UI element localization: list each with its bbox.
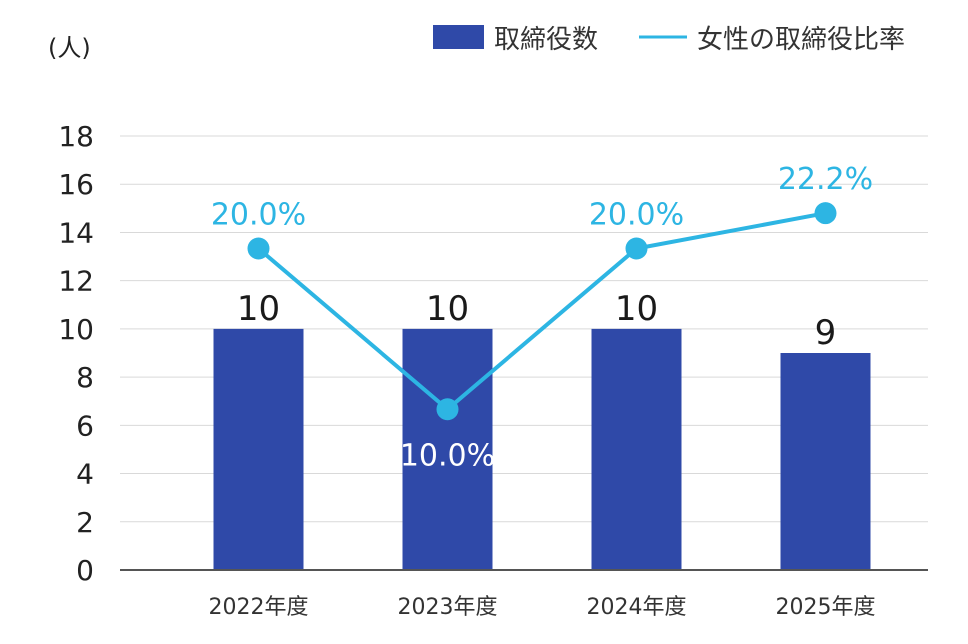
rate-point	[814, 202, 837, 225]
y-tick-label: 0	[76, 554, 94, 587]
rate-value-label: 20.0%	[589, 198, 684, 233]
bar	[213, 328, 304, 570]
legend-bar-swatch	[433, 25, 484, 49]
x-tick-label: 2022年度	[209, 595, 309, 620]
rate-value-label: 22.2%	[778, 162, 873, 197]
y-tick-label: 2	[76, 506, 94, 539]
bar-value-label: 10	[237, 289, 280, 329]
y-tick-label: 16	[58, 168, 94, 201]
bar-value-label: 10	[426, 289, 469, 329]
rate-value-label: 20.0%	[211, 198, 306, 233]
bar	[402, 328, 493, 570]
bar	[591, 328, 682, 570]
bar-value-labels: 10 10 10 9	[237, 289, 836, 353]
rate-series-line	[257, 211, 826, 412]
rate-point	[625, 237, 648, 260]
y-tick-label: 10	[58, 313, 94, 346]
legend-label-line: 女性の取締役比率	[697, 25, 905, 55]
rate-point	[436, 398, 459, 421]
bar-value-label: 10	[615, 289, 658, 329]
y-tick-label: 8	[76, 361, 94, 394]
bar-value-label: 9	[815, 313, 837, 353]
y-tick-label: 14	[58, 216, 94, 249]
y-tick-label: 6	[76, 409, 94, 442]
y-axis-unit-label: (人)	[48, 34, 91, 62]
bar	[780, 353, 871, 570]
x-tick-label: 2025年度	[776, 595, 876, 620]
rate-point	[247, 237, 270, 260]
legend: 取締役数 女性の取締役比率	[433, 25, 905, 55]
y-tick-label: 18	[58, 120, 94, 153]
rate-value-label: 10.0%	[400, 438, 495, 473]
legend-label-bars: 取締役数	[494, 25, 598, 55]
y-tick-label: 12	[58, 265, 94, 298]
x-tick-label: 2023年度	[398, 595, 498, 620]
rate-value-labels: 20.0% 10.0% 20.0% 22.2%	[211, 162, 873, 473]
x-tick-label: 2024年度	[587, 595, 687, 620]
bars	[213, 328, 871, 570]
rate-points	[247, 202, 837, 421]
y-axis: 0 2 4 6 8 10 12 14 16 18	[58, 120, 94, 587]
x-axis: 2022年度 2023年度 2024年度 2025年度	[209, 595, 876, 620]
y-tick-label: 4	[76, 458, 94, 491]
